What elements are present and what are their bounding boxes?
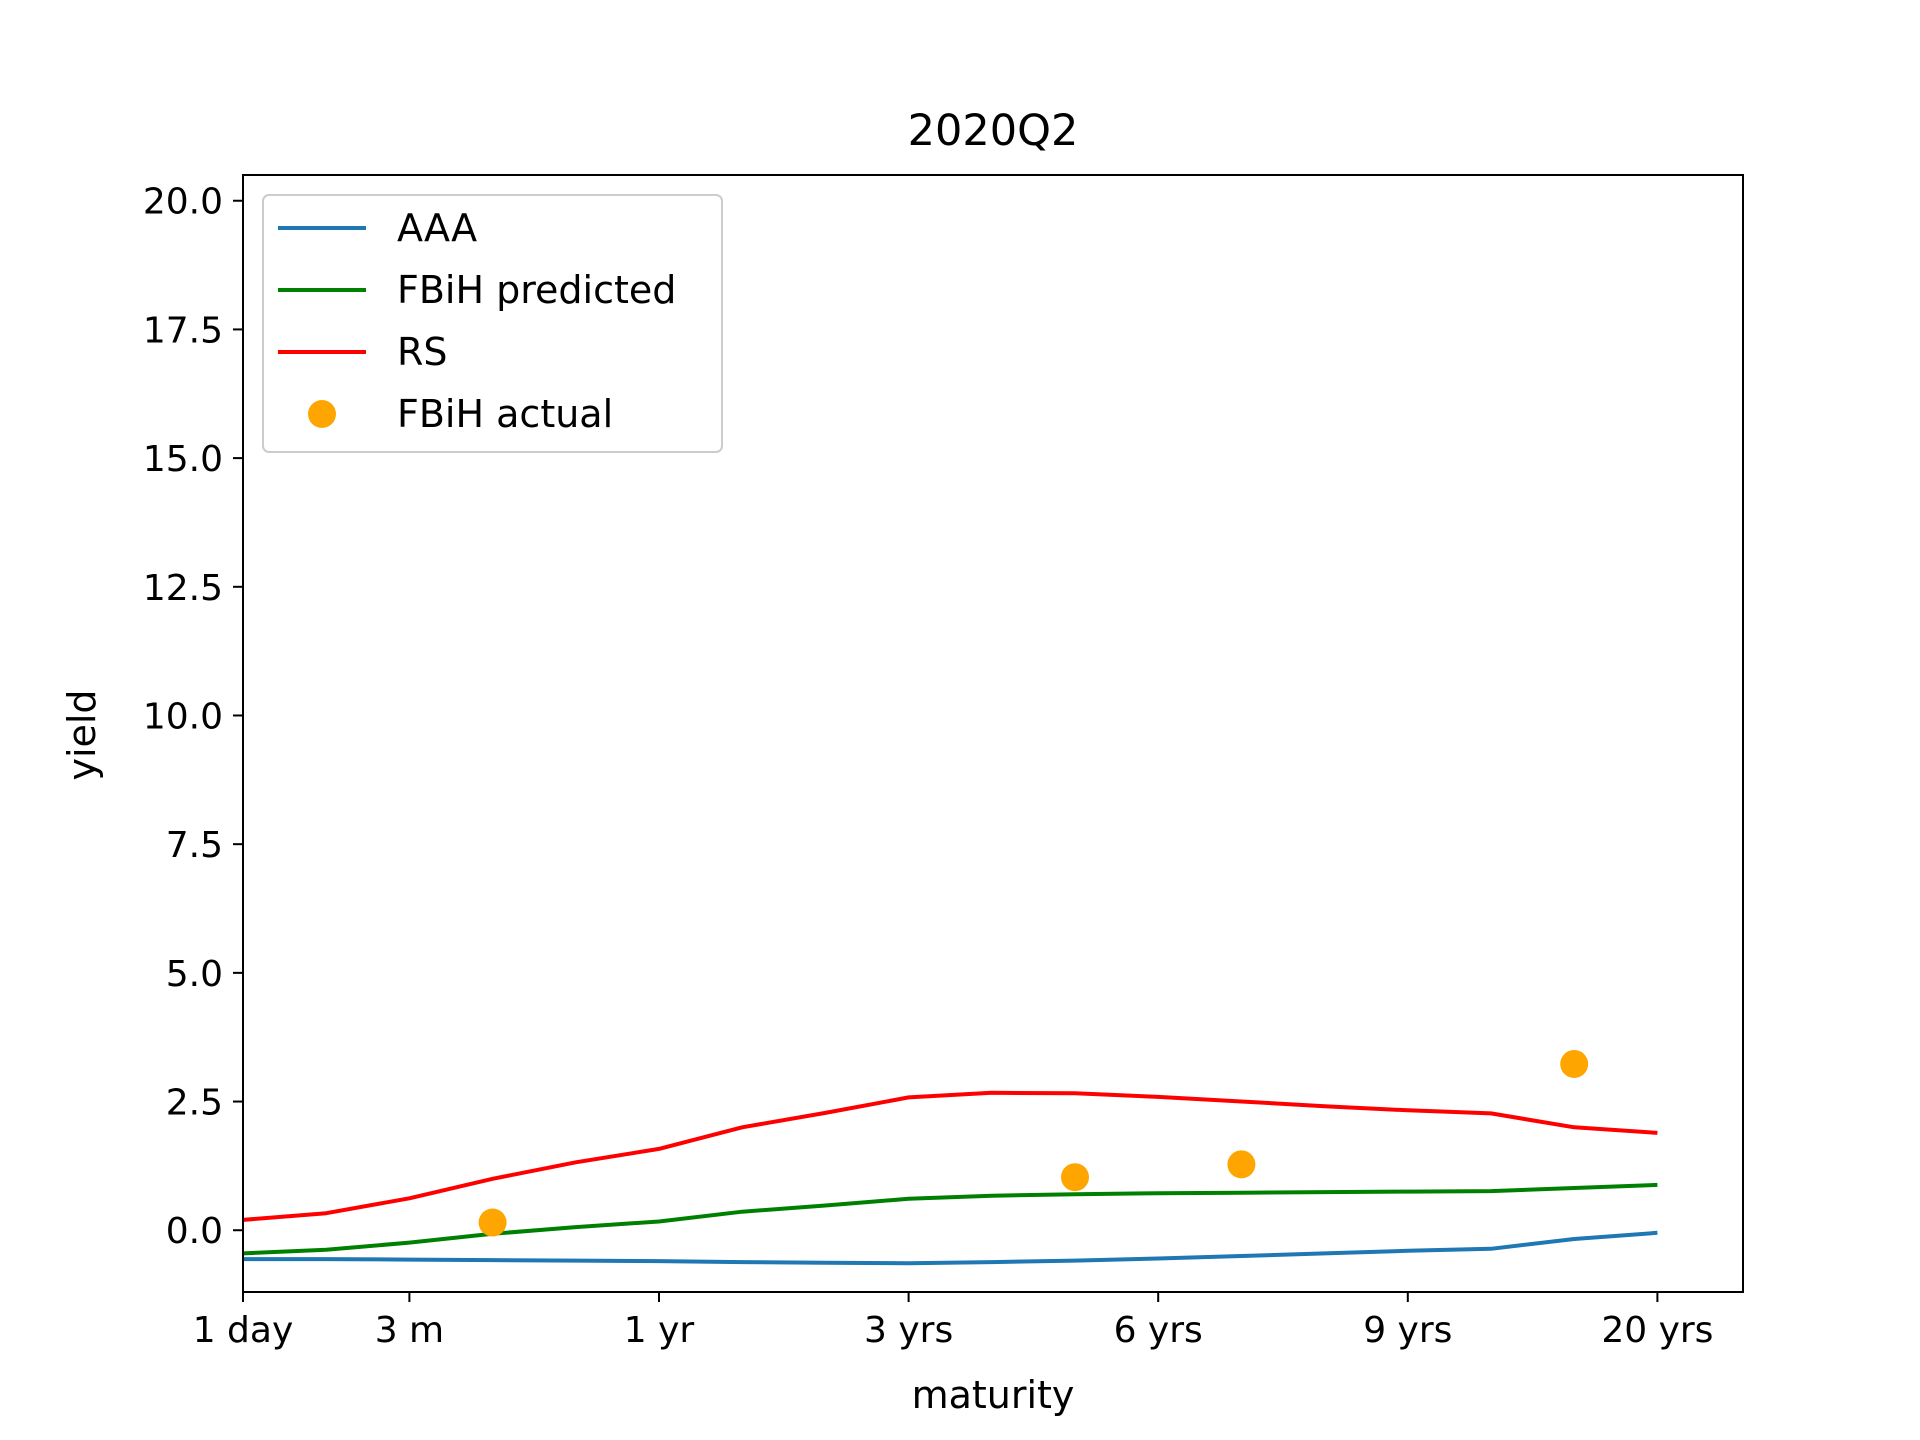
data-point-fbih-actual-0 <box>478 1208 507 1237</box>
legend: AAA FBiH predicted RS FBiH actual <box>262 194 723 453</box>
data-point-fbih-actual-2 <box>1227 1150 1256 1179</box>
x-axis-ticks: 1 day 3 m 1 yr 3 yrs 6 yrs 9 yrs 20 yrs <box>193 1292 1713 1351</box>
data-point-fbih-actual-1 <box>1061 1163 1089 1192</box>
y-axis-label: yield <box>60 689 104 780</box>
x-tick-label-1: 3 m <box>375 1310 444 1351</box>
plot-frame <box>242 174 1744 1293</box>
y-tick-label-6: 15.0 <box>143 439 223 480</box>
y-tick-label-8: 20.0 <box>143 182 223 223</box>
y-tick-label-3: 7.5 <box>166 825 223 866</box>
x-tick-label-3: 3 yrs <box>864 1310 953 1351</box>
y-axis-ticks: 0.0 2.5 5.0 7.5 10.0 12.5 15.0 17.5 20.0 <box>143 182 243 1252</box>
y-tick-label-0: 0.0 <box>166 1211 223 1252</box>
legend-label-aaa: AAA <box>397 206 477 250</box>
y-tick-label-2: 5.0 <box>166 954 223 995</box>
y-tick-label-1: 2.5 <box>166 1083 223 1124</box>
y-tick-label-7: 17.5 <box>143 310 223 351</box>
legend-marker-fbih-actual <box>308 400 336 428</box>
x-tick-label-4: 6 yrs <box>1114 1310 1203 1351</box>
series-line-aaa <box>243 1230 1658 1266</box>
y-tick-label-5: 12.5 <box>143 568 223 609</box>
x-tick-label-6: 20 yrs <box>1601 1310 1713 1351</box>
x-tick-label-2: 1 yr <box>624 1310 695 1351</box>
series-line-rs <box>242 1090 1658 1222</box>
series-layer <box>242 1049 1658 1266</box>
x-tick-label-5: 9 yrs <box>1363 1310 1452 1351</box>
legend-label-fbih-predicted: FBiH predicted <box>397 268 676 312</box>
y-tick-label-4: 10.0 <box>143 696 223 737</box>
series-line-fbih-predicted <box>242 1182 1658 1256</box>
legend-label-rs: RS <box>397 330 448 374</box>
legend-box <box>262 194 723 453</box>
data-point-fbih-actual-3 <box>1560 1049 1589 1078</box>
legend-label-fbih-actual: FBiH actual <box>397 392 613 436</box>
chart-title: 2020Q2 <box>908 106 1079 156</box>
x-tick-label-0: 1 day <box>193 1310 294 1351</box>
x-axis-label: maturity <box>912 1373 1075 1417</box>
